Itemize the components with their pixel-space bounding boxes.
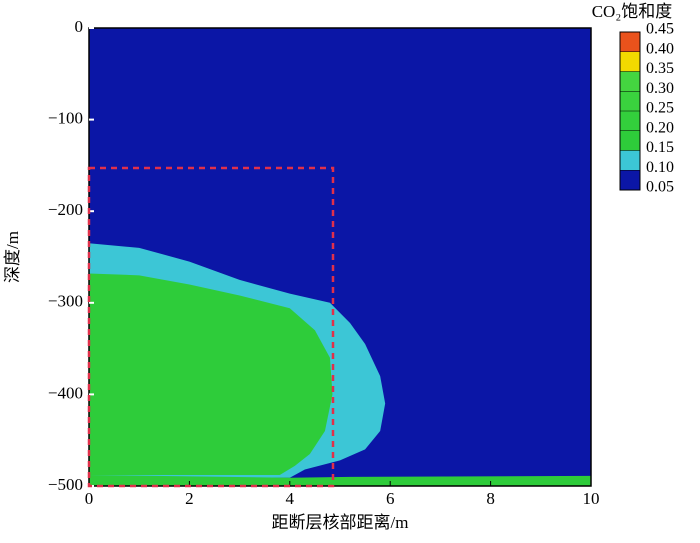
colorbar-band <box>620 71 640 92</box>
colorbar-label: 0.25 <box>646 100 674 117</box>
colorbar-label: 0.30 <box>646 80 674 97</box>
colorbar-label: 0.45 <box>646 21 674 38</box>
contour-region <box>89 475 591 486</box>
x-tick-label: 0 <box>85 489 94 508</box>
colorbar-label: 0.35 <box>646 60 674 77</box>
y-tick-label: −500 <box>48 475 83 494</box>
colorbar-band <box>620 51 640 72</box>
plot-area: 0 2 4 6 8 10 0 −100 −200 −300 −400 −500 <box>48 17 600 508</box>
colorbar-label: 0.40 <box>646 40 674 57</box>
colorbar-band <box>620 111 640 131</box>
x-tick-label: 6 <box>386 489 395 508</box>
colorbar-label: 0.05 <box>646 179 674 196</box>
colorbar-title: CO₂饱和度 <box>592 2 673 21</box>
colorbar: 0.05 0.10 0.15 0.20 0.25 0.30 0.35 0.40 0.45 <box>619 21 674 196</box>
contour-region <box>89 273 333 476</box>
colorbar-band <box>620 150 640 171</box>
colorbar-label: 0.20 <box>646 119 674 136</box>
x-axis-label: 距断层核部距离/m <box>272 513 409 532</box>
y-tick-label: −100 <box>48 109 83 128</box>
y-tick-label: −300 <box>48 292 83 311</box>
y-tick-label: −200 <box>48 200 83 219</box>
y-tick-label: 0 <box>75 17 84 36</box>
x-tick-label: 2 <box>185 489 194 508</box>
colorbar-band <box>620 91 640 111</box>
y-tick-label: −400 <box>48 383 83 402</box>
x-tick-label: 4 <box>286 489 295 508</box>
colorbar-label: 0.10 <box>646 159 674 176</box>
colorbar-band <box>620 130 640 151</box>
dashed-annotation-box <box>87 166 335 488</box>
x-tick-label: 8 <box>486 489 495 508</box>
y-axis-label: 深度/m <box>3 231 22 283</box>
x-tick-label: 10 <box>583 489 600 508</box>
colorbar-band <box>620 170 640 190</box>
colorbar-band <box>620 32 640 52</box>
colorbar-label: 0.15 <box>646 139 674 156</box>
